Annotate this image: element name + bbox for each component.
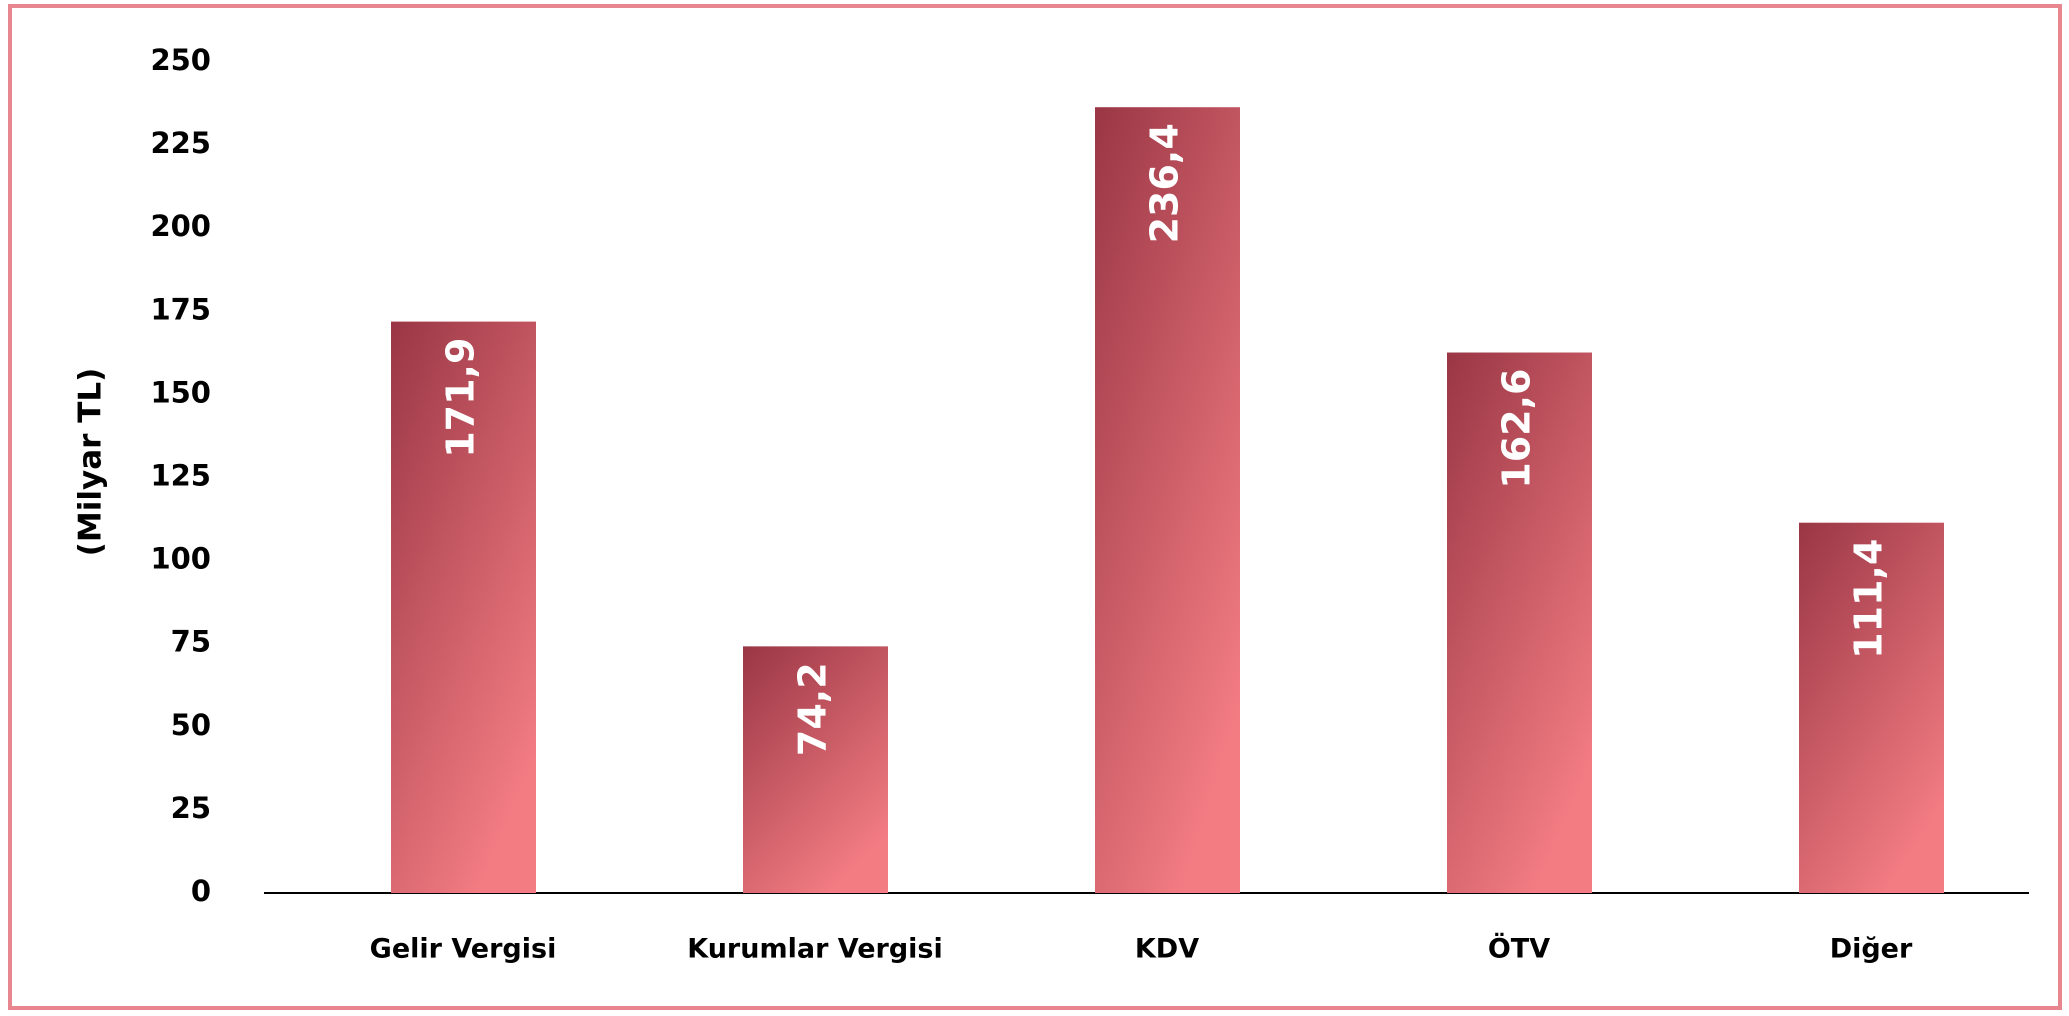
value-label: 111,4 <box>1847 539 1891 659</box>
y-tick-label: 150 <box>150 375 211 409</box>
value-label: 171,9 <box>439 338 483 458</box>
bar <box>1095 107 1240 893</box>
y-tick-label: 250 <box>150 43 211 77</box>
value-label: 74,2 <box>791 662 835 756</box>
y-tick-label: 0 <box>191 874 211 908</box>
y-tick-label: 200 <box>150 209 211 243</box>
y-tick-label: 75 <box>171 625 211 659</box>
frame <box>8 4 2062 1010</box>
y-tick-label: 175 <box>150 292 211 326</box>
y-tick-label: 100 <box>150 542 211 576</box>
bar <box>1799 522 1944 893</box>
y-tick-label: 50 <box>171 708 211 742</box>
x-tick-label: ÖTV <box>1488 932 1550 965</box>
value-label: 236,4 <box>1143 123 1187 243</box>
x-tick-label: Gelir Vergisi <box>370 934 557 965</box>
y-tick-label: 25 <box>171 791 211 825</box>
x-tick-label: Diğer <box>1830 934 1913 965</box>
y-axis-title: (Milyar TL) <box>73 368 109 557</box>
bar <box>1447 352 1592 894</box>
bar <box>391 321 536 894</box>
y-tick-label: 225 <box>150 126 211 160</box>
x-tick-label: Kurumlar Vergisi <box>687 934 943 965</box>
y-tick-label: 125 <box>150 459 211 493</box>
bar <box>743 646 888 893</box>
x-tick-label: KDV <box>1135 934 1199 965</box>
value-label: 162,6 <box>1495 369 1539 489</box>
